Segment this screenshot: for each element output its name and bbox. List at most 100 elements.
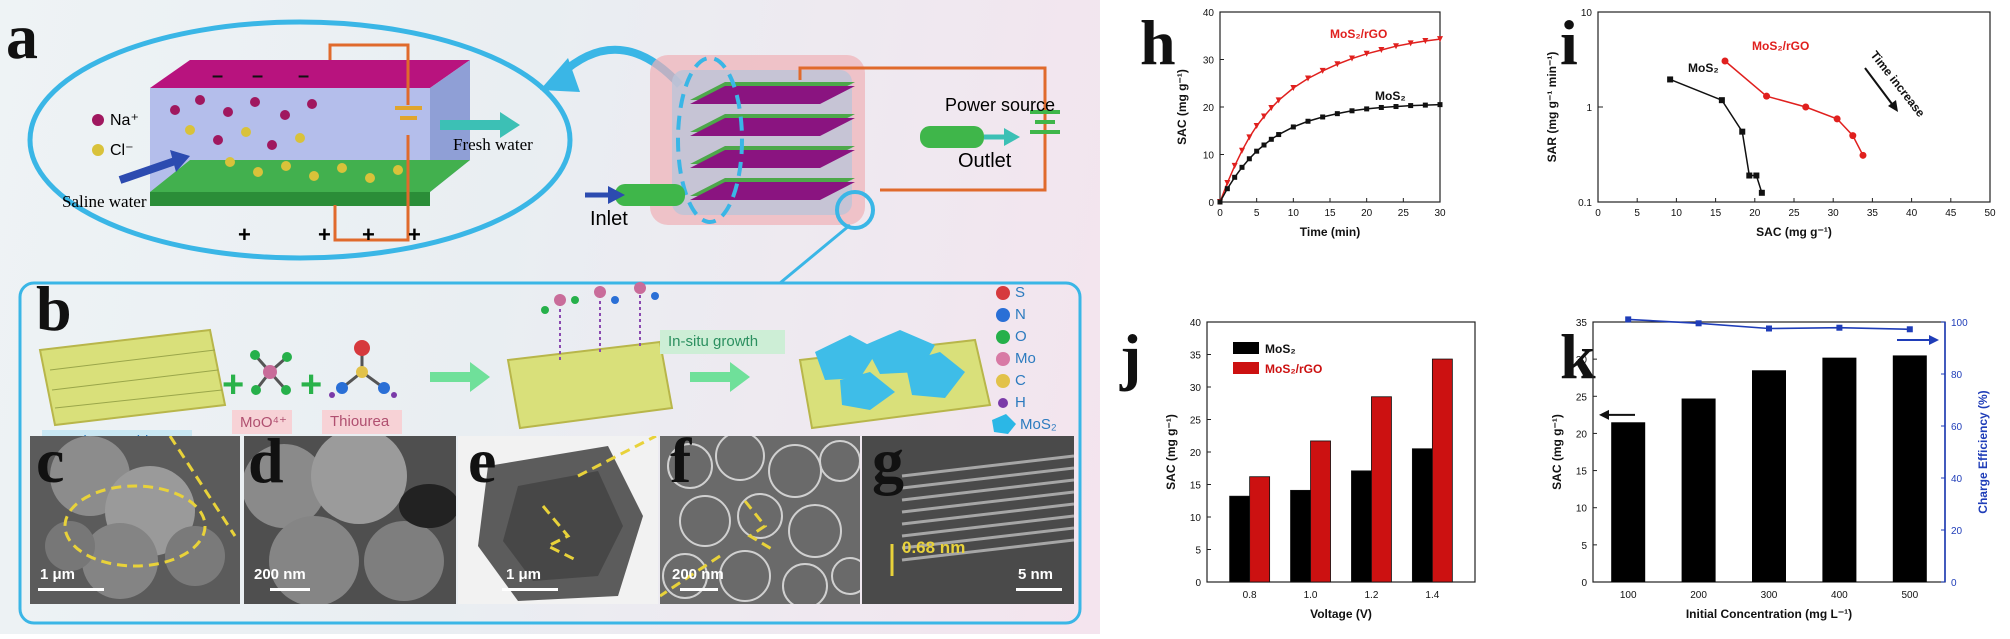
thiourea-molecule bbox=[329, 340, 397, 398]
series-line bbox=[1219, 103, 1441, 203]
series-line bbox=[1724, 60, 1864, 156]
bar bbox=[1822, 357, 1857, 582]
data-point bbox=[1224, 186, 1230, 192]
x-tick-label: 30 bbox=[1828, 208, 1840, 219]
plus-sign: + bbox=[362, 222, 375, 247]
data-point bbox=[1407, 40, 1414, 47]
x-tick-label: 200 bbox=[1690, 590, 1707, 601]
y-tick-label: 0 bbox=[1195, 578, 1201, 589]
x-tick-label: 20 bbox=[1749, 208, 1761, 219]
x-tick-label: 15 bbox=[1710, 208, 1722, 219]
y-tick-label: 40 bbox=[1190, 318, 1202, 329]
fresh-water-label: Fresh water bbox=[453, 135, 533, 154]
x-tick-label: 25 bbox=[1788, 208, 1800, 219]
data-point bbox=[1349, 108, 1355, 114]
y-tick-label: 5 bbox=[1195, 546, 1201, 557]
series-line bbox=[1219, 38, 1441, 203]
scale-label-d: 200 nm bbox=[254, 566, 306, 583]
scale-bar-g bbox=[1016, 588, 1062, 591]
bottom-electrode-edge bbox=[150, 192, 430, 206]
y-tick-label: 10 bbox=[1203, 151, 1215, 162]
panel-label-c: c bbox=[36, 425, 65, 496]
data-point bbox=[1320, 114, 1326, 120]
data-point bbox=[1253, 123, 1260, 129]
data-point bbox=[1290, 124, 1296, 130]
data-point bbox=[1261, 113, 1267, 120]
data-point bbox=[1378, 104, 1384, 110]
bar bbox=[1249, 476, 1271, 583]
series-label-rgo: MoS₂/rGO bbox=[1752, 39, 1809, 53]
atom-legend bbox=[992, 286, 1016, 434]
panel-label-j: j bbox=[1120, 321, 1142, 392]
series-label-mos2: MoS₂ bbox=[1688, 61, 1719, 75]
data-point bbox=[1849, 132, 1857, 140]
y-tick-label: 35 bbox=[1576, 318, 1588, 329]
data-point bbox=[1334, 111, 1340, 117]
x-axis-label: Time (min) bbox=[1300, 225, 1360, 239]
data-point bbox=[1232, 174, 1238, 180]
zoom-ellipse bbox=[676, 56, 744, 224]
cl-ion-dot bbox=[92, 144, 104, 156]
thiourea-label-box bbox=[322, 410, 402, 434]
minus-sign: – bbox=[252, 65, 264, 87]
data-point bbox=[1422, 37, 1429, 44]
thiourea-label: Thiourea bbox=[330, 413, 390, 430]
insitu-growth-label: In-situ growth bbox=[668, 333, 759, 350]
legend-o: O bbox=[1015, 328, 1027, 345]
x-tick-label: 1.4 bbox=[1425, 590, 1439, 601]
moo-label: MoO⁴⁺ bbox=[240, 414, 287, 431]
y2-tick-label: 0 bbox=[1951, 578, 1957, 589]
x-tick-label: 30 bbox=[1434, 208, 1446, 219]
data-point bbox=[1305, 118, 1311, 124]
scale-bar-d bbox=[270, 588, 310, 591]
scale-bar-e bbox=[502, 588, 558, 591]
data-point bbox=[1422, 102, 1428, 108]
bar bbox=[1371, 396, 1392, 583]
chart-k-concentration-bars: 0 5 10 15 20 25 30 35 0 20 40 60 80 100 100 200 300 400 50… bbox=[1550, 316, 1990, 621]
inlet-tube bbox=[615, 184, 685, 206]
y-axis-label: SAR (mg g⁻¹ min⁻¹) bbox=[1545, 52, 1559, 163]
scale-label-g: 5 nm bbox=[1018, 566, 1054, 583]
na-ion-dot bbox=[92, 114, 104, 126]
series-label-rgo: MoS₂/rGO bbox=[1330, 27, 1387, 41]
annotation-arrowhead bbox=[1888, 100, 1898, 112]
data-point bbox=[1217, 199, 1223, 205]
legend-swatch-mos2 bbox=[1233, 342, 1259, 354]
x-tick-label: 35 bbox=[1867, 208, 1879, 219]
data-point bbox=[1275, 97, 1282, 104]
panel-label-i: i bbox=[1560, 7, 1578, 78]
process-arrow bbox=[430, 362, 490, 392]
legend-label-mos2: MoS₂ bbox=[1265, 342, 1296, 356]
data-point bbox=[1239, 164, 1245, 170]
bar bbox=[1229, 495, 1251, 583]
x-tick-label: 10 bbox=[1288, 208, 1300, 219]
data-point bbox=[1408, 103, 1414, 109]
plus-sign: + bbox=[318, 222, 331, 247]
annotation-arrow bbox=[1864, 67, 1896, 109]
efficiency-point bbox=[1836, 324, 1843, 331]
data-point bbox=[1261, 142, 1267, 148]
y-tick-label: 25 bbox=[1576, 392, 1588, 403]
plus-sign: + bbox=[238, 222, 251, 247]
legend-h: H bbox=[1015, 394, 1026, 411]
data-point bbox=[1721, 57, 1729, 65]
scale-label-e: 1 μm bbox=[506, 566, 542, 583]
x-tick-label: 45 bbox=[1945, 208, 1957, 219]
x-tick-label: 1.0 bbox=[1304, 590, 1318, 601]
chart-i-ragone: 0 5 10 15 20 25 30 35 40 45 50 0.1 1 10 SAC (mg g⁻¹) SA… bbox=[1545, 8, 1996, 239]
graphene-sheet bbox=[38, 328, 227, 427]
x-tick-label: 400 bbox=[1831, 590, 1848, 601]
plus-sign: + bbox=[408, 222, 421, 247]
x-tick-label: 40 bbox=[1906, 208, 1918, 219]
y-tick-label: 10 bbox=[1576, 504, 1588, 515]
data-point bbox=[1349, 55, 1355, 62]
schematic-panel-a-b: + + bbox=[0, 0, 1100, 634]
data-point bbox=[1718, 97, 1725, 104]
process-arrow bbox=[690, 362, 750, 392]
schematic-drawing: + + bbox=[18, 19, 1082, 625]
scale-label-f: 200 nm bbox=[672, 566, 724, 583]
panel-label-f: f bbox=[670, 425, 692, 496]
data-point bbox=[1246, 134, 1253, 141]
minus-sign: – bbox=[298, 65, 310, 87]
x-tick-label: 20 bbox=[1361, 208, 1373, 219]
